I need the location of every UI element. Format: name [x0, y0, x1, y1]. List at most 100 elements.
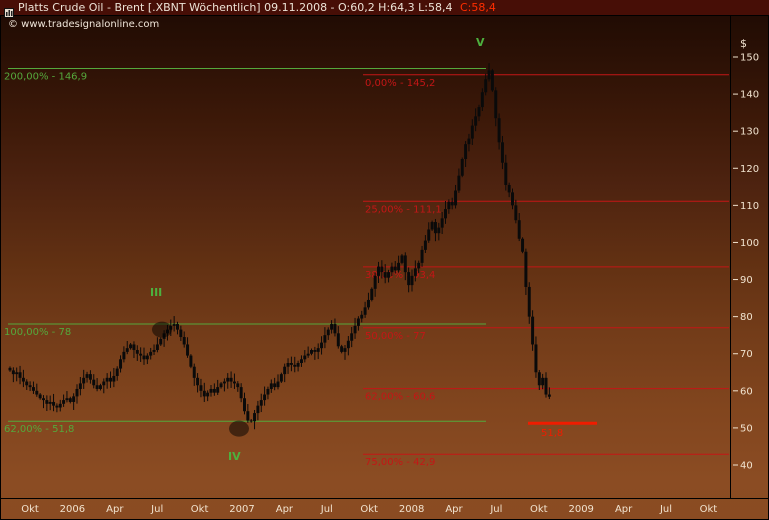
candle-body: [353, 325, 357, 334]
candle-body: [45, 400, 49, 404]
candle-body: [82, 377, 86, 384]
candle-body: [400, 255, 404, 263]
title-last-price: C:58,4: [459, 1, 496, 14]
candle-body: [65, 398, 69, 401]
candle-body: [490, 70, 494, 91]
candle-body: [179, 329, 183, 338]
candle-body: [249, 420, 253, 422]
candle-body: [303, 355, 307, 360]
candle-body: [296, 363, 300, 367]
candle-body: [511, 192, 514, 206]
candle-body: [380, 266, 384, 273]
y-tick-label: 110: [740, 201, 759, 212]
candle-body: [366, 299, 370, 308]
y-tick-label: 80: [740, 312, 753, 323]
candle-body: [18, 372, 22, 378]
candle-body: [125, 348, 129, 352]
y-tick-label: 50: [740, 423, 753, 434]
y-tick-label: 130: [740, 127, 759, 138]
candle-body: [88, 374, 92, 380]
support-label: 51,8: [541, 428, 563, 439]
y-tick-label: 150: [740, 53, 759, 64]
candle-body: [11, 370, 15, 375]
y-tick-label: 40: [740, 461, 753, 472]
fib-green-label: 62,00% - 51,8: [4, 424, 74, 435]
candle-body: [216, 387, 220, 393]
candle-body: [139, 353, 143, 356]
candle-body: [360, 314, 364, 319]
fib-green-label: 200,00% - 146,9: [4, 71, 87, 82]
candle-body: [119, 359, 123, 369]
y-tick-label: 140: [740, 90, 759, 101]
candle-body: [541, 377, 545, 386]
candle-body: [477, 107, 481, 117]
candle-body: [269, 383, 273, 389]
candle-body: [15, 372, 19, 375]
candle-body: [92, 379, 96, 386]
x-tick-label: Jul: [659, 504, 672, 515]
candle-body: [182, 337, 186, 345]
fib-red-label: 25,00% - 111,1: [365, 204, 442, 215]
candle-body: [427, 229, 431, 241]
candle-body: [521, 238, 525, 252]
candle-body: [494, 90, 498, 119]
candle-body: [286, 363, 290, 367]
candle-body: [38, 394, 42, 399]
candle-body: [487, 70, 491, 80]
candle-body: [517, 220, 521, 239]
candle-body: [85, 374, 89, 378]
candle-body: [152, 350, 156, 352]
candle-body: [403, 255, 407, 273]
candle-body: [102, 381, 106, 386]
wave-label: V: [476, 36, 485, 49]
fib-green-label: 100,00% - 78: [4, 327, 71, 338]
y-tick-label: 60: [740, 386, 753, 397]
candle-body: [109, 377, 112, 382]
candle-body: [350, 333, 354, 341]
candle-body: [299, 359, 303, 364]
candle-body: [72, 396, 76, 402]
candle-body: [52, 401, 56, 406]
candle-body: [145, 355, 149, 360]
watermark: © www.tradesignalonline.com: [8, 19, 160, 30]
x-tick-label: Okt: [530, 504, 548, 515]
candle-body: [454, 190, 458, 206]
candle-body: [159, 338, 163, 345]
wave-label: III: [150, 286, 162, 299]
candle-body: [189, 355, 193, 367]
x-tick-label: Okt: [21, 504, 39, 515]
candle-body: [283, 366, 287, 375]
candle-body: [222, 381, 226, 384]
candle-body: [346, 340, 350, 349]
candle-body: [407, 272, 411, 286]
candle-body: [433, 222, 437, 234]
candle-body: [504, 162, 508, 185]
candle-body: [42, 398, 45, 401]
candle-body: [226, 377, 230, 382]
candle-body: [363, 307, 367, 315]
candle-body: [293, 364, 297, 367]
candle-body: [467, 138, 471, 145]
candle-body: [534, 344, 538, 373]
x-tick-label: Apr: [615, 504, 633, 515]
candle-body: [413, 268, 417, 276]
x-tick-label: 2009: [568, 504, 593, 515]
titlebar[interactable]: Platts Crude Oil - Brent [.XBNT Wöchentl…: [0, 0, 769, 18]
candle-body: [514, 205, 518, 221]
candle-body: [172, 324, 176, 326]
candle-body: [497, 118, 501, 143]
plot-area[interactable]: [8, 15, 730, 498]
y-tick-label: 90: [740, 275, 753, 286]
window-title: Platts Crude Oil - Brent [.XBNT Wöchentl…: [18, 0, 496, 15]
candle-body: [524, 251, 528, 287]
candle-body: [464, 144, 468, 160]
candle-body: [417, 262, 421, 269]
candle-body: [202, 390, 206, 397]
candle-body: [259, 400, 263, 406]
x-tick-label: Jul: [489, 504, 502, 515]
candle-body: [437, 227, 441, 234]
candle-body: [155, 344, 159, 351]
candle-body: [507, 184, 511, 193]
candle-body: [306, 353, 310, 356]
candle-body: [129, 344, 133, 349]
